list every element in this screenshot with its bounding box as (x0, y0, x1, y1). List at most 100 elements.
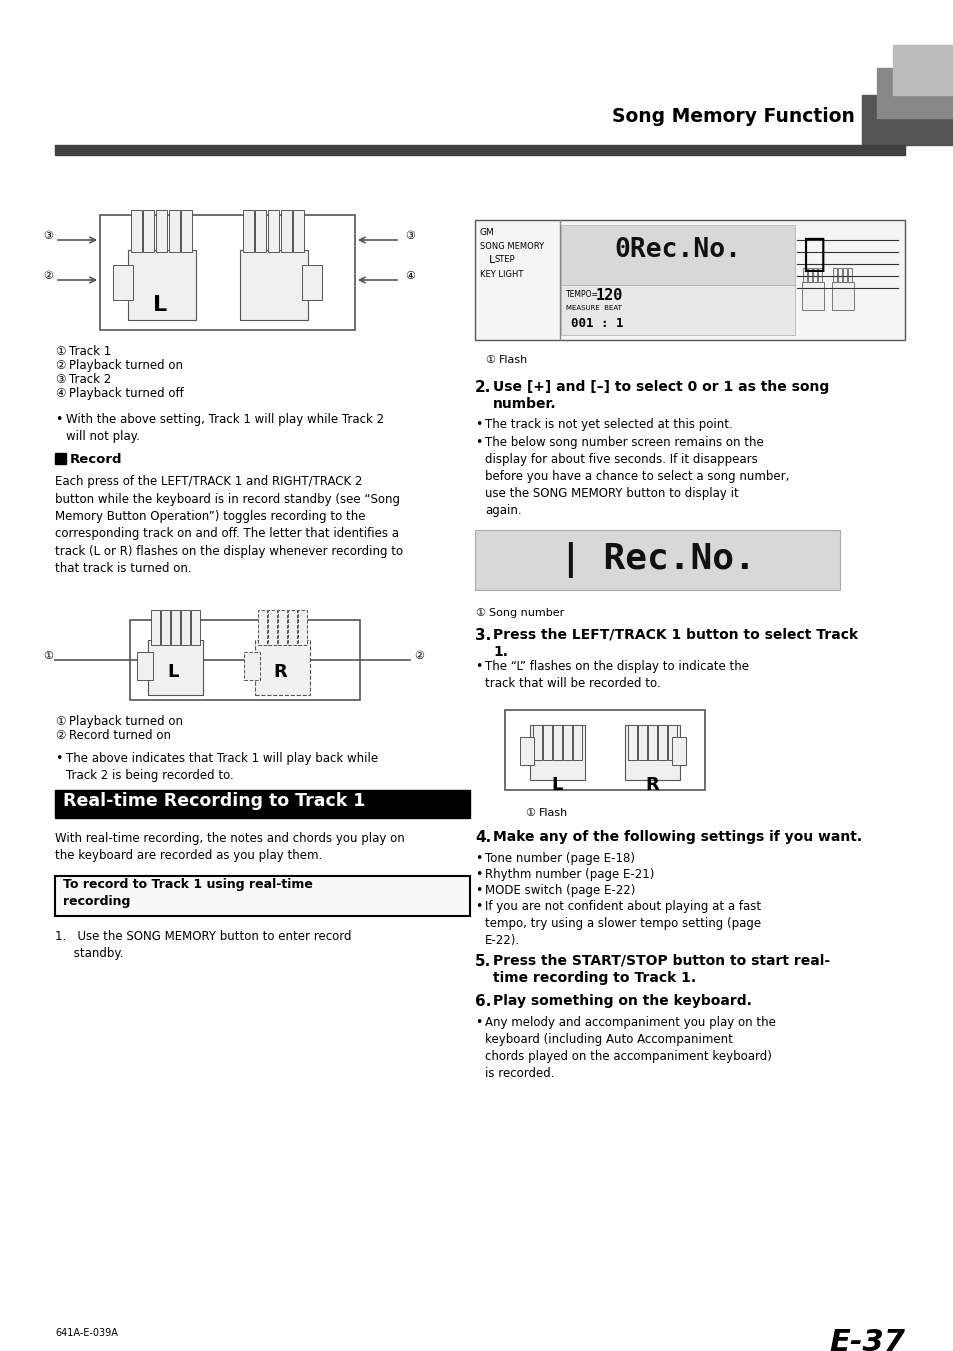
Text: STEP: STEP (495, 255, 515, 263)
Text: To record to Track 1 using real-time
recording: To record to Track 1 using real-time rec… (63, 878, 313, 908)
Bar (148, 640, 203, 694)
Bar (100, 215, 355, 330)
Text: Playback turned off: Playback turned off (69, 386, 184, 400)
Text: KEY LIGHT: KEY LIGHT (479, 270, 523, 280)
Bar (240, 250, 308, 320)
Text: | Rec.No.: | Rec.No. (559, 542, 755, 578)
Text: Use [+] and [–] to select 0 or 1 as the song
number.: Use [+] and [–] to select 0 or 1 as the … (493, 380, 828, 411)
Bar (55, 453, 66, 463)
Bar (191, 611, 200, 644)
Bar (542, 725, 552, 761)
Text: TEMPO=: TEMPO= (565, 290, 598, 299)
Bar (112, 265, 132, 300)
Text: With the above setting, Track 1 will play while Track 2
will not play.: With the above setting, Track 1 will pla… (66, 413, 384, 443)
Bar (268, 209, 278, 253)
Text: Any melody and accompaniment you play on the
keyboard (including Auto Accompanim: Any melody and accompaniment you play on… (484, 1016, 775, 1079)
Bar (560, 285, 794, 335)
Text: Track 1: Track 1 (69, 345, 112, 358)
Text: SONG MEMORY: SONG MEMORY (479, 242, 543, 251)
Text: ③: ③ (55, 373, 66, 386)
Bar (530, 725, 584, 780)
Text: GM: GM (479, 228, 495, 236)
Bar (55, 145, 904, 155)
Text: •: • (475, 884, 482, 897)
Bar (647, 725, 657, 761)
Bar (817, 267, 821, 282)
Bar (55, 875, 470, 916)
Text: Tone number (page E-18): Tone number (page E-18) (484, 852, 635, 865)
Text: Record turned on: Record turned on (69, 730, 171, 742)
Bar (130, 620, 359, 700)
Text: ③: ③ (405, 231, 415, 240)
Text: 0Rec.No.: 0Rec.No. (614, 236, 740, 263)
Text: Real-time Recording to Track 1: Real-time Recording to Track 1 (63, 792, 365, 811)
Bar (143, 209, 153, 253)
Text: Track 2: Track 2 (69, 373, 112, 386)
Text: ③: ③ (43, 231, 53, 240)
Bar (475, 530, 840, 590)
Bar (244, 653, 260, 680)
Bar (131, 209, 142, 253)
Bar (151, 611, 160, 644)
Text: ②: ② (55, 359, 66, 372)
Text: 001 : 1: 001 : 1 (571, 317, 623, 330)
Text: ②: ② (414, 651, 423, 661)
Text: Flash: Flash (498, 355, 528, 365)
Text: Press the START/STOP button to start real-
time recording to Track 1.: Press the START/STOP button to start rea… (493, 954, 829, 985)
Bar (156, 209, 167, 253)
Bar (519, 738, 534, 765)
Bar (504, 711, 704, 790)
Text: Record: Record (70, 453, 122, 466)
Bar (892, 45, 953, 95)
Bar (801, 282, 823, 309)
Text: Rhythm number (page E-21): Rhythm number (page E-21) (484, 867, 654, 881)
Text: 4.: 4. (475, 830, 491, 844)
Bar (281, 209, 292, 253)
Text: •: • (475, 852, 482, 865)
Bar (268, 611, 276, 644)
Text: The track is not yet selected at this point.: The track is not yet selected at this po… (484, 417, 732, 431)
Text: 𝄞: 𝄞 (801, 235, 824, 273)
Text: 1.   Use the SONG MEMORY button to enter record
     standby.: 1. Use the SONG MEMORY button to enter r… (55, 929, 351, 961)
Text: ①: ① (55, 715, 66, 728)
Bar (627, 725, 637, 761)
Bar (842, 267, 846, 282)
Text: If you are not confident about playing at a fast
tempo, try using a slower tempo: If you are not confident about playing a… (484, 900, 760, 947)
Bar (876, 68, 953, 118)
Text: •: • (475, 867, 482, 881)
Bar (475, 220, 904, 340)
Text: L: L (551, 775, 562, 794)
Text: ④: ④ (405, 272, 415, 281)
Bar (181, 209, 192, 253)
Text: •: • (55, 753, 62, 765)
Text: 120: 120 (596, 288, 622, 303)
Bar (171, 611, 180, 644)
Text: ②: ② (55, 730, 66, 742)
Bar (807, 267, 811, 282)
Text: 6.: 6. (475, 994, 491, 1009)
Text: •: • (475, 436, 482, 449)
Text: Playback turned on: Playback turned on (69, 359, 183, 372)
Text: ①: ① (475, 608, 484, 617)
Bar (862, 95, 953, 145)
Text: ①: ① (55, 345, 66, 358)
Bar (243, 209, 253, 253)
Text: R: R (644, 775, 659, 794)
Bar (573, 725, 581, 761)
Text: Song Memory Function: Song Memory Function (612, 108, 854, 127)
Text: R: R (273, 663, 287, 681)
Bar (293, 209, 304, 253)
Bar (667, 725, 677, 761)
Bar (161, 611, 170, 644)
Bar (831, 282, 853, 309)
Text: Playback turned on: Playback turned on (69, 715, 183, 728)
Text: Song number: Song number (489, 608, 563, 617)
Text: L: L (489, 255, 495, 265)
Bar (553, 725, 561, 761)
Text: L: L (152, 295, 167, 315)
Text: The “L” flashes on the display to indicate the
track that will be recorded to.: The “L” flashes on the display to indica… (484, 661, 748, 690)
Bar (847, 267, 851, 282)
Bar (137, 653, 152, 680)
Text: Play something on the keyboard.: Play something on the keyboard. (493, 994, 751, 1008)
Text: Flash: Flash (538, 808, 568, 817)
